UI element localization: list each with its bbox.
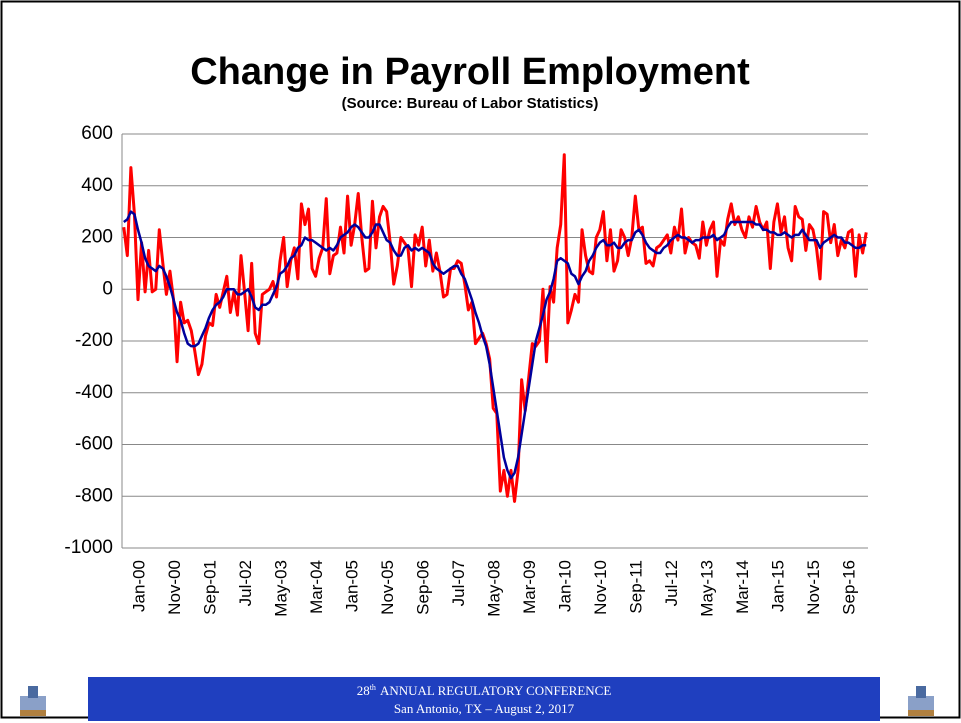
footer-suffix: th	[370, 683, 376, 692]
footer-line1: 28th ANNUAL REGULATORY CONFERENCE	[357, 683, 612, 698]
x-tick-label: Nov-00	[165, 560, 184, 615]
logo-right	[908, 686, 934, 716]
x-tick-label: Mar-14	[733, 560, 752, 614]
plot: -1000 -800 -600 -400 -200 0 200 400 600 Jan-00 Nov…	[64, 123, 868, 617]
y-tick-label: -1000	[64, 537, 113, 558]
series-line	[122, 153, 868, 503]
y-tick-label: -200	[75, 330, 113, 351]
x-tick-label: Mar-09	[520, 560, 539, 614]
footer-band	[88, 677, 880, 721]
y-tick-label: 200	[81, 227, 113, 248]
x-tick-label: Sep-11	[627, 560, 646, 614]
chart-subtitle: (Source: Bureau of Labor Statistics)	[342, 95, 599, 112]
x-tick-label: Jan-00	[129, 560, 148, 612]
x-tick-label: Sep-16	[840, 560, 859, 615]
footer-number: 28	[357, 683, 370, 698]
chart-title: Change in Payroll Employment	[190, 51, 750, 93]
x-tick-label: Nov-15	[804, 560, 823, 615]
x-tick-label: Jan-05	[342, 560, 361, 612]
y-tick-label: 600	[81, 123, 113, 144]
y-tick-label: -400	[75, 382, 113, 403]
y-tick-label: 400	[81, 175, 113, 196]
y-tick-label: -800	[75, 485, 113, 506]
y-tick-label: 0	[102, 278, 113, 299]
series-line	[123, 210, 867, 480]
x-tick-label: Mar-04	[307, 560, 326, 614]
x-tick-label: Sep-01	[200, 560, 219, 615]
footer-line2: San Antonio, TX – August 2, 2017	[394, 701, 575, 716]
x-tick-label: May-08	[484, 560, 503, 617]
x-tick-label: Sep-06	[413, 560, 432, 615]
x-tick-label: Jan-15	[769, 560, 788, 612]
x-tick-label: Nov-05	[378, 560, 397, 615]
x-tick-label: Jul-12	[662, 560, 681, 606]
logo-left	[20, 686, 46, 716]
x-tick-label: May-03	[271, 560, 290, 617]
footer-text: ANNUAL REGULATORY CONFERENCE	[380, 683, 611, 698]
x-tick-label: Nov-10	[591, 560, 610, 615]
x-tick-label: Jan-10	[556, 560, 575, 612]
x-tick-label: Jul-07	[449, 560, 468, 606]
x-tick-label: Jul-02	[236, 560, 255, 606]
y-tick-label: -600	[75, 434, 113, 455]
x-tick-label: May-13	[698, 560, 717, 617]
